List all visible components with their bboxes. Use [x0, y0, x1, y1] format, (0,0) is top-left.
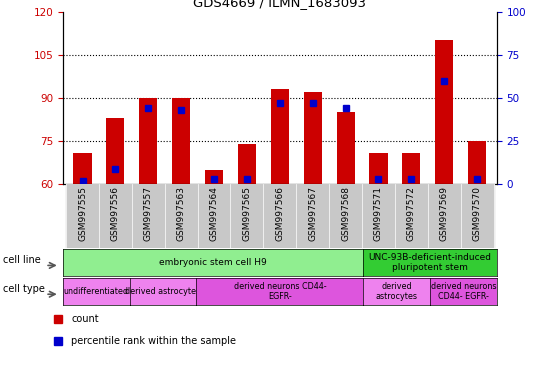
Bar [263, 184, 296, 248]
Bar [435, 40, 453, 184]
Text: GSM997571: GSM997571 [374, 186, 383, 241]
Text: GSM997569: GSM997569 [440, 186, 449, 241]
Text: cell type: cell type [3, 284, 45, 294]
Text: derived neurons CD44-
EGFR-: derived neurons CD44- EGFR- [234, 282, 326, 301]
Bar [74, 152, 92, 184]
Text: GSM997568: GSM997568 [341, 186, 350, 241]
Text: cell line: cell line [3, 255, 41, 265]
Bar [304, 92, 322, 184]
Text: percentile rank within the sample: percentile rank within the sample [72, 336, 236, 346]
Text: count: count [72, 314, 99, 324]
Bar [238, 144, 256, 184]
Bar [106, 118, 124, 184]
Bar [362, 184, 395, 248]
Bar [402, 152, 420, 184]
Bar [198, 184, 230, 248]
Bar [172, 98, 190, 184]
Text: GSM997566: GSM997566 [275, 186, 284, 241]
Text: GSM997555: GSM997555 [78, 186, 87, 241]
Bar [296, 184, 329, 248]
Bar [165, 184, 198, 248]
Text: GSM997572: GSM997572 [407, 186, 416, 241]
Bar [205, 170, 223, 184]
Bar [132, 184, 165, 248]
Text: embryonic stem cell H9: embryonic stem cell H9 [159, 258, 267, 267]
Bar [468, 141, 486, 184]
Text: GSM997563: GSM997563 [177, 186, 186, 241]
Bar [461, 184, 494, 248]
Bar [428, 184, 461, 248]
Bar [395, 184, 428, 248]
Bar [370, 152, 388, 184]
Title: GDS4669 / ILMN_1683093: GDS4669 / ILMN_1683093 [193, 0, 366, 9]
Text: GSM997567: GSM997567 [308, 186, 317, 241]
Text: undifferentiated: undifferentiated [64, 287, 129, 296]
Text: derived
astrocytes: derived astrocytes [376, 282, 418, 301]
Bar [139, 98, 157, 184]
Text: GSM997564: GSM997564 [210, 186, 218, 241]
Text: GSM997556: GSM997556 [111, 186, 120, 241]
Bar [230, 184, 263, 248]
Bar [329, 184, 362, 248]
Text: GSM997570: GSM997570 [473, 186, 482, 241]
Bar [271, 89, 289, 184]
Text: UNC-93B-deficient-induced
pluripotent stem: UNC-93B-deficient-induced pluripotent st… [369, 253, 491, 272]
Bar [336, 112, 355, 184]
Text: derived astrocytes: derived astrocytes [126, 287, 200, 296]
Text: GSM997565: GSM997565 [242, 186, 252, 241]
Text: GSM997557: GSM997557 [144, 186, 153, 241]
Bar [66, 184, 99, 248]
Text: derived neurons
CD44- EGFR-: derived neurons CD44- EGFR- [431, 282, 496, 301]
Bar [99, 184, 132, 248]
